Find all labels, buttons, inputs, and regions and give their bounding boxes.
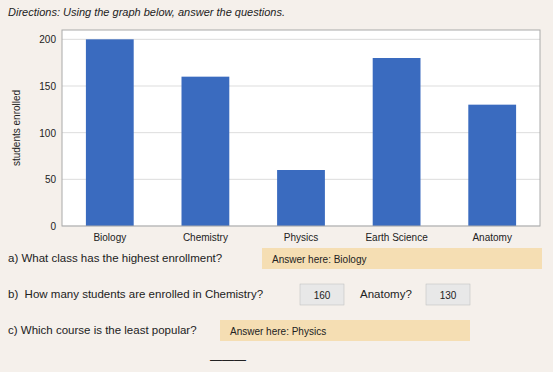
x-tick-label: Physics xyxy=(284,232,318,243)
answer-box xyxy=(300,284,344,305)
x-tick-label: Biology xyxy=(93,232,126,243)
y-tick-label: 200 xyxy=(39,34,56,45)
x-tick-label: Earth Science xyxy=(365,232,428,243)
page: {"chart_data": {"type": "bar", "title": … xyxy=(0,0,553,372)
bar xyxy=(277,170,325,226)
y-tick-label: 150 xyxy=(39,81,56,92)
answer: Answer here: Physics xyxy=(230,326,326,337)
bar xyxy=(182,77,230,226)
answer-box xyxy=(426,284,470,305)
answer: 160 xyxy=(314,290,331,301)
answer-box xyxy=(262,248,542,269)
x-tick-label: Chemistry xyxy=(183,232,228,243)
question: a) What class has the highest enrollment… xyxy=(8,252,222,264)
question: c) Which course is the least popular? xyxy=(8,324,197,336)
bar xyxy=(86,39,134,226)
y-tick-label: 0 xyxy=(50,221,56,232)
y-tick-label: 50 xyxy=(45,174,57,185)
underline: ——— xyxy=(210,353,246,367)
answer: 130 xyxy=(440,290,457,301)
bar xyxy=(468,105,516,226)
title: Directions: Using the graph below, answe… xyxy=(8,6,285,18)
plot-background xyxy=(62,30,540,226)
answer: Answer here: Biology xyxy=(272,254,367,265)
question: Anatomy? xyxy=(360,288,412,300)
y-tick-label: 100 xyxy=(39,128,56,139)
answer-box xyxy=(220,320,470,341)
question: b) How many students are enrolled in Che… xyxy=(8,288,263,300)
x-tick-label: Anatomy xyxy=(472,232,511,243)
bar xyxy=(373,58,421,226)
y-axis-label: students enrolled xyxy=(11,90,22,166)
bars xyxy=(86,39,516,226)
plot-frame xyxy=(62,30,540,226)
worksheet: Directions: Using the graph below, answe… xyxy=(0,0,553,372)
